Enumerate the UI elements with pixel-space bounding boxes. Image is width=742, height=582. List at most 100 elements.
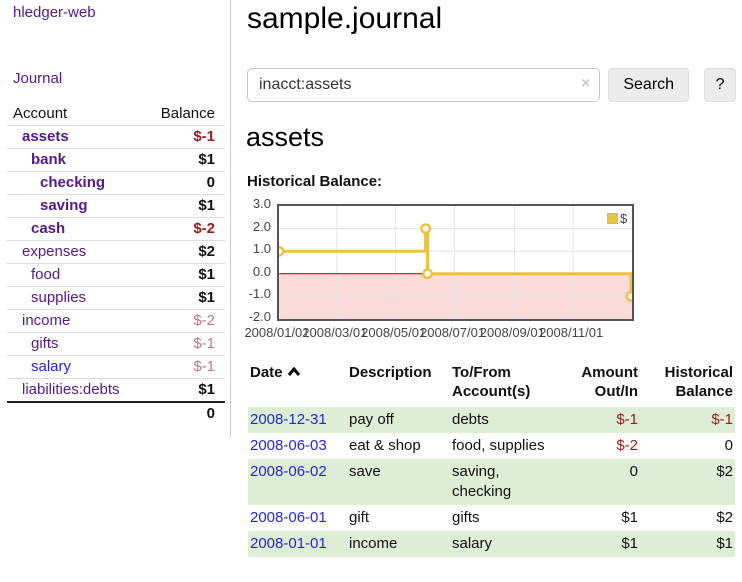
txn-balance: 0 (724, 437, 733, 454)
account-column-header: Account (13, 105, 68, 122)
txn-amount: 0 (629, 463, 638, 480)
account-link-salary[interactable]: salary (31, 358, 72, 375)
search-input-wrap: × (247, 68, 601, 102)
account-link-saving[interactable]: saving (40, 197, 88, 214)
txn-accounts: salary (452, 535, 493, 552)
accounts-total-row: 0 (7, 401, 225, 425)
account-balance: 0 (145, 171, 225, 195)
account-row: salary $-1 (7, 355, 225, 379)
search-form: × Search ? (247, 68, 736, 102)
x-axis-tick-label: 2008/09/01 (479, 325, 545, 340)
accounts-table: Account Balance assets $-1 bank $1 check… (7, 104, 225, 425)
txn-description: gift (349, 509, 370, 526)
account-row: expenses $2 (7, 240, 225, 264)
search-input[interactable] (247, 68, 601, 102)
clear-search-icon[interactable]: × (581, 75, 591, 92)
balance-header: Historical Balance (640, 361, 735, 407)
txn-date-link[interactable]: 2008-06-01 (250, 509, 327, 526)
accounts-header-line2: Account(s) (452, 383, 531, 400)
y-axis-tick-label: 1.0 (252, 241, 271, 257)
txn-date-link[interactable]: 2008-06-02 (250, 463, 327, 480)
account-link-income[interactable]: income (22, 312, 71, 329)
account-balance: $-2 (145, 309, 225, 333)
register-header-row: Date Description To/From Account(s) Amou… (248, 361, 735, 407)
account-link-supplies[interactable]: supplies (31, 289, 87, 306)
account-row: checking 0 (7, 171, 225, 195)
txn-balance: $-1 (711, 411, 733, 428)
account-link-cash[interactable]: cash (31, 220, 66, 237)
account-link-checking[interactable]: checking (40, 174, 106, 191)
accounts-header: To/From Account(s) (450, 361, 550, 407)
page-title: sample.journal (247, 2, 443, 35)
search-button[interactable]: Search (608, 68, 690, 102)
chart-plot-area[interactable] (273, 204, 637, 321)
date-sort-header[interactable]: Date (248, 361, 347, 407)
amount-header-line2: Out/In (594, 383, 638, 400)
balance-column-header: Balance (160, 105, 215, 122)
txn-accounts: food, supplies (452, 437, 545, 454)
legend-label: $ (620, 211, 628, 226)
accounts-header-row: Account Balance (7, 104, 225, 126)
account-link-expenses[interactable]: expenses (22, 243, 87, 260)
x-axis-tick-label: 2008/11/01 (539, 325, 604, 340)
account-balance: $1 (145, 148, 225, 172)
account-link-gifts[interactable]: gifts (31, 335, 59, 352)
account-row: cash $-2 (7, 217, 225, 241)
description-header: Description (349, 364, 432, 381)
txn-amount: $1 (621, 535, 638, 552)
x-axis-tick-label: 2008/05/01 (361, 325, 427, 340)
txn-balance: $2 (716, 463, 733, 480)
register-row: 2008-06-03 eat & shop food, supplies $-2… (248, 433, 735, 459)
sort-asc-icon (287, 363, 301, 382)
txn-amount: $1 (621, 509, 638, 526)
txn-date-link[interactable]: 2008-12-31 (250, 411, 327, 428)
amount-header: Amount Out/In (550, 361, 640, 407)
account-row: supplies $1 (7, 286, 225, 310)
account-page-title: assets (246, 122, 325, 152)
date-header-label: Date (250, 364, 283, 381)
account-row: assets $-1 (7, 125, 225, 149)
register-row: 2008-01-01 income salary $1 $1 (248, 531, 735, 557)
amount-header-line1: Amount (581, 364, 638, 381)
txn-balance: $1 (716, 535, 733, 552)
txn-accounts: debts (452, 411, 489, 428)
account-link-bank[interactable]: bank (31, 151, 67, 168)
txn-amount: $-2 (616, 437, 638, 454)
sidebar-item-journal[interactable]: Journal (13, 70, 63, 87)
account-row: income $-2 (7, 309, 225, 333)
x-axis-tick-label: 2008/03/01 (302, 325, 368, 340)
account-balance: $-2 (145, 217, 225, 241)
balance-header-line1: Historical (664, 364, 733, 381)
account-row: food $1 (7, 263, 225, 287)
y-axis-tick-label: 3.0 (252, 196, 271, 211)
y-axis-tick-label: 2.0 (252, 218, 271, 234)
txn-description: save (349, 463, 381, 480)
txn-date-link[interactable]: 2008-06-03 (250, 437, 327, 454)
txn-description: eat & shop (349, 437, 421, 454)
balance-header-line2: Balance (675, 383, 733, 400)
chart-heading: Historical Balance: (247, 173, 383, 190)
y-axis-tick-label: -2.0 (248, 309, 271, 324)
register-row: 2008-06-02 save saving, checking 0 $2 (248, 459, 735, 505)
account-balance: $-1 (145, 332, 225, 356)
register-row: 2008-06-01 gift gifts $1 $2 (248, 505, 735, 531)
txn-amount: $-1 (616, 411, 638, 428)
account-link-liabilities-debts[interactable]: liabilities:debts (22, 381, 120, 398)
register-row: 2008-12-31 pay off debts $-1 $-1 (248, 407, 735, 433)
accounts-header-line1: To/From (452, 364, 511, 381)
y-axis-tick-label: -1.0 (248, 286, 271, 302)
txn-date-link[interactable]: 2008-01-01 (250, 535, 327, 552)
account-link-food[interactable]: food (31, 266, 61, 283)
app-title-link[interactable]: hledger-web (13, 4, 96, 21)
help-button[interactable]: ? (704, 68, 736, 102)
txn-accounts: saving, checking (452, 463, 512, 500)
account-link-assets[interactable]: assets (22, 128, 69, 145)
accounts-total-balance: 0 (145, 401, 225, 425)
account-row: bank $1 (7, 148, 225, 172)
account-row: gifts $-1 (7, 332, 225, 356)
txn-balance: $2 (716, 509, 733, 526)
account-balance: $1 (145, 263, 225, 287)
txn-description: pay off (349, 411, 394, 428)
chart-legend: $ (607, 211, 627, 226)
account-balance: $-1 (145, 125, 225, 149)
